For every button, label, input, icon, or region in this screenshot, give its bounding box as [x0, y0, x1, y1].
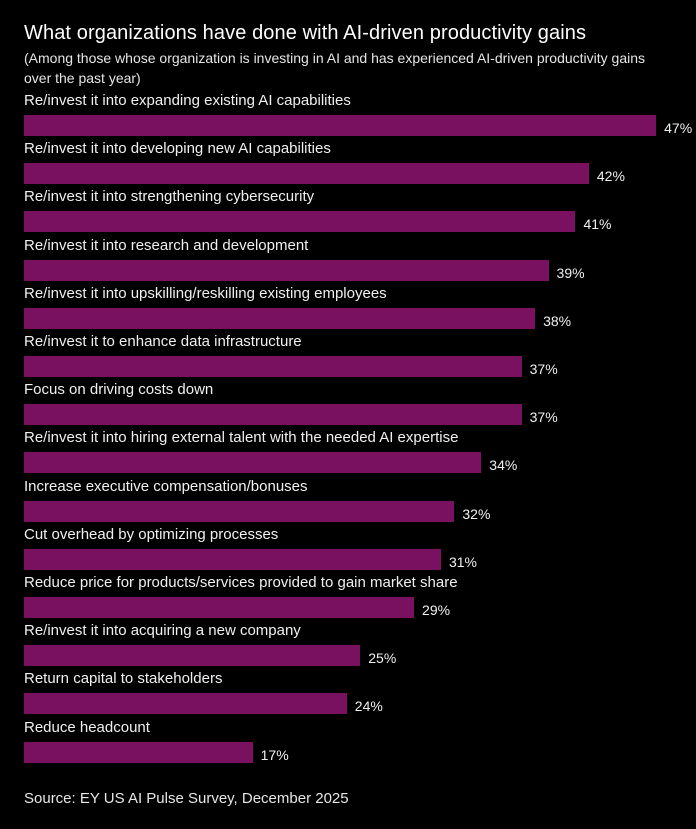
- bar: [24, 693, 347, 715]
- category-label: Re/invest it into research and developme…: [24, 236, 309, 254]
- category-label: Re/invest it into expanding existing AI …: [24, 92, 351, 109]
- bar: [24, 259, 549, 281]
- bar: [24, 741, 253, 763]
- value-label: 31%: [448, 553, 477, 570]
- chart-subtitle: (Among those whose organization is inves…: [24, 50, 646, 86]
- value-label: 37%: [529, 361, 558, 377]
- bar: [24, 548, 441, 570]
- value-label: 29%: [422, 602, 451, 618]
- value-label: 24%: [354, 698, 383, 715]
- bar: [24, 452, 482, 474]
- value-label: 32%: [462, 505, 491, 522]
- category-label: Return capital to stakeholders: [24, 670, 223, 688]
- bar: [24, 597, 415, 618]
- value-label: 42%: [596, 168, 625, 185]
- bar: [24, 645, 361, 667]
- bar: [24, 500, 455, 522]
- value-label: 34%: [489, 457, 518, 474]
- source-note: Source: EY US AI Pulse Survey, December …: [24, 790, 349, 807]
- category-label: Focus on driving costs down: [24, 381, 214, 399]
- value-label: 47%: [664, 120, 693, 136]
- category-label: Increase executive compensation/bonuses: [24, 477, 308, 495]
- category-label: Re/invest it into developing new AI capa…: [24, 140, 331, 158]
- bar: [24, 163, 589, 185]
- category-label: Re/invest it into strengthening cybersec…: [24, 188, 315, 206]
- value-label: 17%: [260, 746, 289, 763]
- value-label: 37%: [529, 409, 558, 426]
- category-label: Reduce price for products/services provi…: [24, 574, 458, 591]
- value-label: 38%: [543, 312, 572, 329]
- bar: [24, 404, 522, 426]
- category-label: Re/invest it into hiring external talent…: [24, 429, 459, 447]
- bar: [24, 307, 536, 329]
- category-label: Reduce headcount: [24, 718, 150, 736]
- bar: [24, 356, 522, 377]
- bar: [24, 115, 657, 136]
- value-label: 41%: [583, 216, 612, 233]
- bar: [24, 211, 576, 233]
- value-label: 39%: [556, 264, 585, 281]
- category-label: Cut overhead by optimizing processes: [24, 525, 279, 543]
- chart-title: What organizations have done with AI-dri…: [24, 22, 587, 44]
- category-label: Re/invest it to enhance data infrastruct…: [24, 333, 302, 350]
- category-label: Re/invest it into acquiring a new compan…: [24, 622, 301, 640]
- category-label: Re/invest it into upskilling/reskilling …: [24, 284, 387, 302]
- value-label: 25%: [368, 650, 397, 667]
